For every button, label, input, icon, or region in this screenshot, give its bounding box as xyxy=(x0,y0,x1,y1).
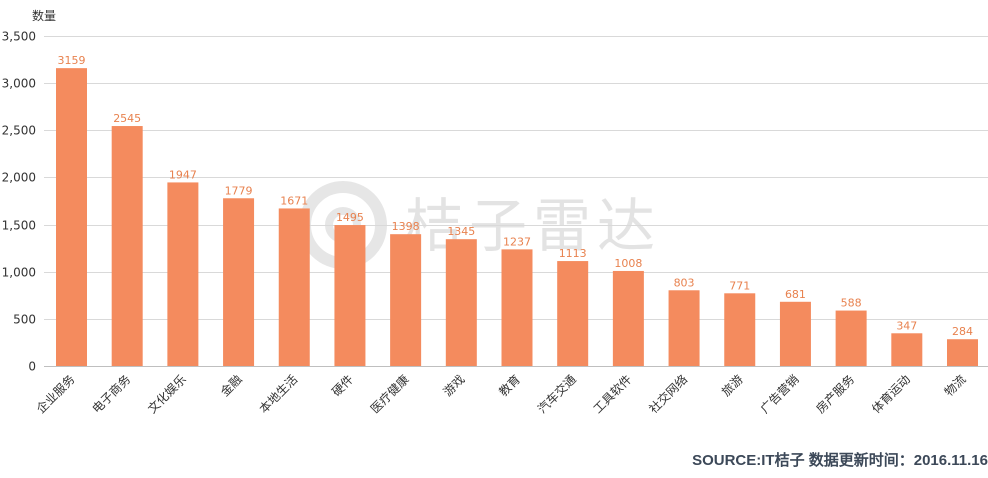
bar-data-label: 588 xyxy=(841,297,862,310)
bar-data-label: 1779 xyxy=(225,184,253,197)
x-tick-label: 游戏 xyxy=(441,372,468,399)
bars xyxy=(56,68,978,367)
bar xyxy=(278,208,310,366)
source-footer: SOURCE:IT桔子 数据更新时间：2016.11.16 xyxy=(692,452,988,469)
bar-data-label: 1345 xyxy=(447,225,475,238)
bar-data-label: 347 xyxy=(896,319,917,332)
x-tick-label: 房产服务 xyxy=(813,372,858,417)
bar xyxy=(724,293,756,366)
bar-data-label: 1671 xyxy=(280,194,308,207)
bar-data-label: 1947 xyxy=(169,168,197,181)
bar-data-label: 1237 xyxy=(503,235,531,248)
x-tick-label: 社交网络 xyxy=(646,372,691,417)
y-tick-label: 1,500 xyxy=(2,219,36,233)
bar-chart: 桔子雷达 05001,0001,5002,0002,5003,0003,500 … xyxy=(2,8,988,417)
y-tick-label: 0 xyxy=(28,360,36,374)
bar-data-label: 1398 xyxy=(392,220,420,233)
bar-data-label: 1008 xyxy=(614,257,642,270)
x-tick-label: 工具软件 xyxy=(591,372,635,416)
bar-data-label: 681 xyxy=(785,288,806,301)
bar-data-label: 1113 xyxy=(559,247,587,260)
x-tick-label: 电子商务 xyxy=(89,372,134,417)
x-tick-label: 金融 xyxy=(217,372,245,400)
x-tick-label: 教育 xyxy=(496,372,524,400)
bar xyxy=(891,333,923,366)
bar-data-label: 284 xyxy=(952,325,973,338)
bar xyxy=(390,234,422,366)
bar xyxy=(167,182,199,366)
bar xyxy=(668,290,700,366)
y-axis: 0 500 1,000 1,500 2,000 2,500 3,000 3,500 xyxy=(2,30,988,374)
y-tick-label: 1,000 xyxy=(2,266,36,280)
x-tick-label: 医疗健康 xyxy=(367,372,412,417)
bar xyxy=(56,68,87,366)
x-tick-label: 企业服务 xyxy=(33,372,78,417)
bar-data-label: 803 xyxy=(674,276,695,289)
x-axis: 企业服务 电子商务 文化娱乐 金融 本地生活 硬件 医疗健康 游戏 教育 汽车交通 工具软件 社交网络… xyxy=(33,372,969,417)
bar-data-label: 1495 xyxy=(336,211,364,224)
x-tick-label: 广告营销 xyxy=(758,372,802,416)
x-tick-label: 物流 xyxy=(942,372,969,399)
bar xyxy=(557,261,589,366)
bar xyxy=(947,339,978,366)
x-tick-label: 硬件 xyxy=(329,372,356,399)
y-tick-label: 3,000 xyxy=(2,77,36,91)
bar xyxy=(779,301,811,366)
y-tick-label: 3,500 xyxy=(2,30,36,44)
bar-data-label: 2545 xyxy=(113,112,141,125)
x-tick-label: 旅游 xyxy=(719,372,746,399)
x-tick-label: 汽车交通 xyxy=(534,372,579,417)
y-axis-title: 数量 xyxy=(32,8,56,23)
x-tick-label: 文化娱乐 xyxy=(144,372,189,417)
bar-labels: 3159 2545 1947 1779 1671 1495 1398 1345 1237 1113… xyxy=(58,54,974,338)
y-tick-label: 500 xyxy=(13,313,36,327)
bar xyxy=(445,239,477,366)
bar xyxy=(334,225,366,366)
bar xyxy=(501,249,533,366)
x-tick-label: 本地生活 xyxy=(257,372,301,416)
x-tick-label: 体育运动 xyxy=(868,372,913,417)
bar-data-label: 3159 xyxy=(58,54,86,67)
bar xyxy=(612,270,644,366)
bar xyxy=(223,198,255,366)
y-tick-label: 2,500 xyxy=(2,124,36,138)
y-tick-label: 2,000 xyxy=(2,171,36,185)
bar xyxy=(835,310,867,366)
bar-data-label: 771 xyxy=(729,279,750,292)
bar xyxy=(111,126,143,367)
